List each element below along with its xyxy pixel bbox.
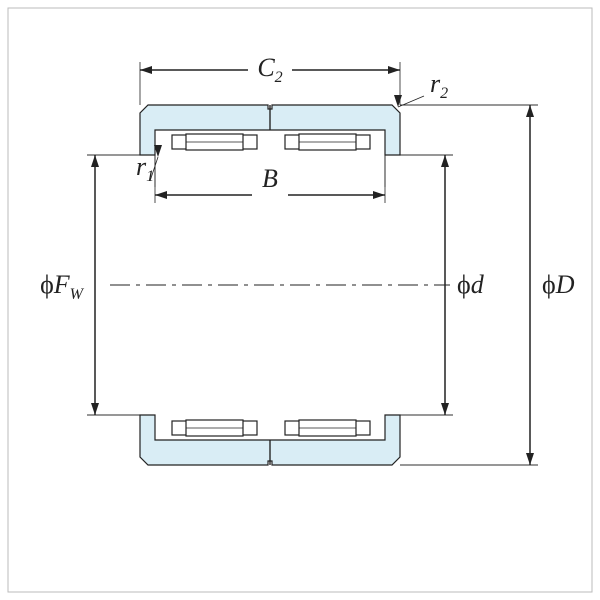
dim-label-b: B xyxy=(262,164,278,193)
dim-label-fw: ϕFW xyxy=(40,270,85,303)
dim-label-d: ϕd xyxy=(457,270,485,299)
bearing-cross-section-diagram: C2r2Br1ϕFWϕdϕD xyxy=(0,0,600,600)
dim-label-D: ϕD xyxy=(542,270,575,299)
dim-label-r2: r2 xyxy=(430,69,448,102)
dim-label-r1: r1 xyxy=(136,152,154,185)
